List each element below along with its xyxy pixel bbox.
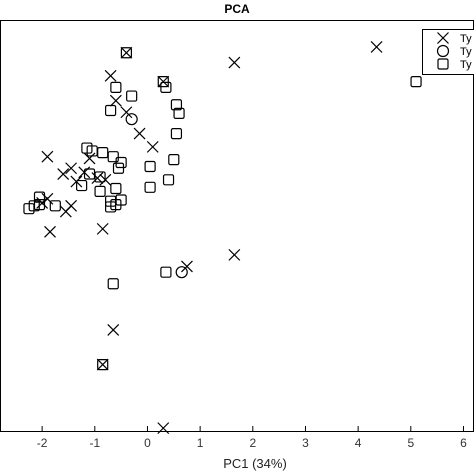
x-tick-label-6: 6	[460, 436, 467, 450]
point-x-0	[370, 41, 383, 53]
point-s-13	[107, 151, 119, 163]
point-x-7	[41, 150, 54, 163]
plot-area-frame	[0, 20, 474, 432]
x-tick-label-5: 5	[407, 436, 414, 450]
point-s-12	[97, 147, 109, 159]
point-s-7	[173, 107, 185, 119]
x-tick-label-2: 2	[249, 436, 256, 450]
point-s-25	[94, 185, 106, 197]
point-s-35	[410, 76, 422, 88]
legend-label-1: Ty	[460, 46, 472, 58]
legend-label-2: Ty	[460, 59, 472, 71]
point-s-36	[104, 201, 117, 213]
legend-marker-o	[436, 44, 450, 58]
point-s-2	[160, 81, 172, 94]
point-x-5	[133, 127, 146, 140]
point-s-21	[76, 179, 88, 192]
point-s-24	[144, 181, 156, 193]
point-x-25	[120, 46, 133, 59]
x-axis: -2 -1 0 1 2 3 4 5 6	[37, 426, 467, 450]
point-x-27	[157, 422, 170, 435]
legend-marker-s	[437, 58, 449, 70]
point-s-6	[170, 99, 183, 111]
point-x-4	[120, 106, 133, 119]
point-x-19	[96, 222, 109, 235]
point-s-31	[104, 195, 117, 207]
point-x-23	[107, 324, 120, 336]
chart-title: PCA	[224, 2, 250, 16]
point-x-18	[59, 205, 72, 218]
data-points	[23, 41, 422, 435]
point-s-0	[120, 47, 133, 59]
point-x-3	[109, 94, 122, 107]
point-x-6	[146, 140, 159, 153]
point-x-8	[83, 152, 96, 165]
point-x-21	[228, 248, 241, 261]
x-tick-label-1: 1	[197, 436, 204, 450]
point-x-24	[96, 358, 109, 371]
point-s-8	[170, 128, 183, 140]
point-s-5	[104, 104, 117, 117]
x-tick-label-3: 3	[302, 436, 309, 450]
point-x-1	[228, 56, 241, 69]
point-s-9	[168, 153, 180, 166]
point-s-15	[144, 160, 156, 173]
point-s-34	[97, 358, 109, 371]
point-s-33	[107, 278, 119, 290]
point-s-18	[94, 171, 106, 183]
point-o-1	[125, 113, 138, 126]
point-s-14	[115, 156, 127, 169]
x-tick-label--2: -2	[37, 436, 48, 450]
legend-label-0: Ty	[460, 33, 472, 45]
point-x-20	[44, 225, 56, 238]
point-x-9	[65, 162, 78, 175]
point-x-22	[181, 260, 193, 273]
x-tick-label-4: 4	[355, 436, 362, 450]
point-s-19	[162, 174, 175, 186]
legend-marker-x	[437, 32, 449, 44]
x-tick-label-0: 0	[144, 436, 151, 450]
point-x-10	[57, 168, 70, 180]
point-s-30	[23, 203, 35, 215]
x-axis-title: PC1 (34%)	[223, 456, 287, 471]
point-x-2	[104, 69, 117, 82]
point-s-29	[49, 200, 61, 212]
point-x-15	[41, 192, 54, 205]
point-s-16	[112, 162, 125, 174]
point-o-0	[175, 266, 188, 279]
point-s-4	[126, 90, 138, 102]
point-s-32	[160, 266, 172, 278]
point-s-3	[110, 81, 122, 94]
point-s-1	[157, 76, 169, 88]
x-tick-label--1: -1	[89, 436, 100, 450]
point-x-26	[157, 75, 170, 88]
point-s-20	[110, 182, 122, 195]
